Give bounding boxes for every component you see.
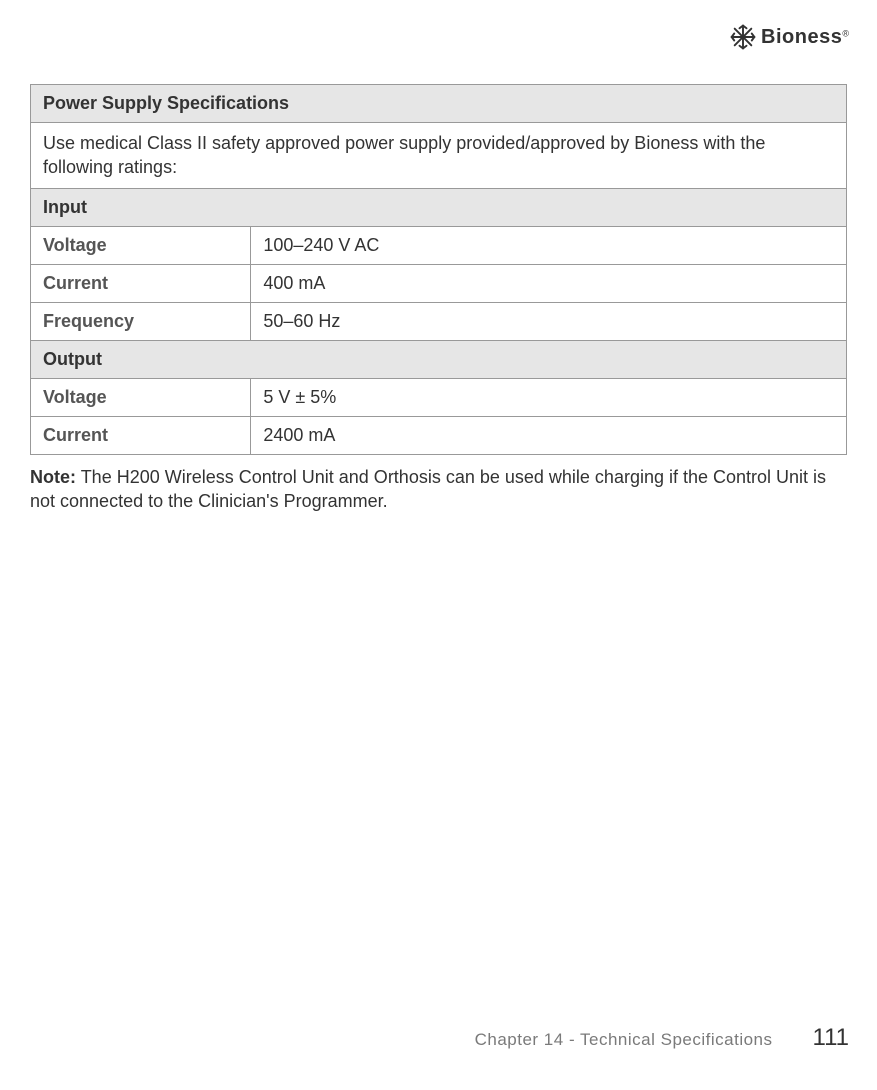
- spec-value: 50–60 Hz: [251, 302, 847, 340]
- table-title-row: Power Supply Specifications: [31, 85, 847, 123]
- spec-value: 100–240 V AC: [251, 226, 847, 264]
- spec-value: 5 V ± 5%: [251, 378, 847, 416]
- spec-label: Current: [31, 416, 251, 454]
- table-row: Frequency 50–60 Hz: [31, 302, 847, 340]
- page-content: Power Supply Specifications Use medical …: [0, 56, 877, 513]
- spec-value: 400 mA: [251, 264, 847, 302]
- section-input-heading: Input: [31, 188, 847, 226]
- page-footer: Chapter 14 - Technical Specifications 11…: [475, 1024, 849, 1052]
- table-row: Current 400 mA: [31, 264, 847, 302]
- spec-label: Frequency: [31, 302, 251, 340]
- brand-name: Bioness®: [761, 26, 849, 49]
- table-row: Voltage 5 V ± 5%: [31, 378, 847, 416]
- page-header: Bioness®: [0, 0, 877, 56]
- note-paragraph: Note: The H200 Wireless Control Unit and…: [30, 465, 847, 514]
- registered-mark: ®: [842, 28, 849, 38]
- brand-logo: Bioness®: [729, 23, 849, 51]
- spec-value: 2400 mA: [251, 416, 847, 454]
- footer-page-number: 111: [813, 1024, 849, 1052]
- spec-label: Current: [31, 264, 251, 302]
- footer-chapter-text: Chapter 14 - Technical Specifications: [475, 1030, 773, 1050]
- snowflake-icon: [729, 23, 757, 51]
- brand-text: Bioness: [761, 26, 842, 48]
- section-input-row: Input: [31, 188, 847, 226]
- table-description-cell: Use medical Class II safety approved pow…: [31, 123, 847, 189]
- power-supply-specs-table: Power Supply Specifications Use medical …: [30, 84, 847, 455]
- table-description-row: Use medical Class II safety approved pow…: [31, 123, 847, 189]
- section-output-row: Output: [31, 340, 847, 378]
- spec-label: Voltage: [31, 378, 251, 416]
- section-output-heading: Output: [31, 340, 847, 378]
- table-row: Voltage 100–240 V AC: [31, 226, 847, 264]
- note-label: Note:: [30, 467, 76, 487]
- note-text: The H200 Wireless Control Unit and Ortho…: [30, 467, 826, 511]
- table-row: Current 2400 mA: [31, 416, 847, 454]
- table-title-cell: Power Supply Specifications: [31, 85, 847, 123]
- spec-label: Voltage: [31, 226, 251, 264]
